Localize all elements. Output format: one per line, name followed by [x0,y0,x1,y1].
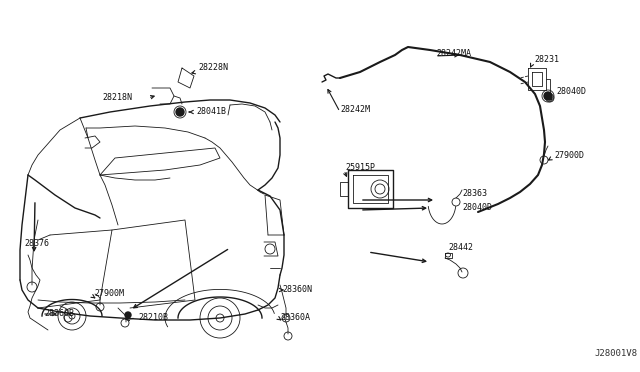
Circle shape [548,96,552,100]
Text: 28360A: 28360A [280,314,310,323]
Text: 28231: 28231 [534,55,559,64]
Text: 28360B: 28360B [44,310,74,318]
Circle shape [544,92,552,100]
Text: 28442: 28442 [448,244,473,253]
Text: 28360N: 28360N [282,285,312,295]
Text: 28040D: 28040D [556,87,586,96]
Text: 28242M: 28242M [340,106,370,115]
Circle shape [176,108,184,116]
Text: 28218N: 28218N [102,93,132,103]
Text: 28363: 28363 [462,189,487,199]
Text: 27900M: 27900M [94,289,124,298]
Text: 28041B: 28041B [196,108,226,116]
Text: 27900D: 27900D [554,151,584,160]
Text: 28210B: 28210B [138,314,168,323]
Text: J28001V8: J28001V8 [594,349,637,358]
Text: 28228N: 28228N [198,64,228,73]
Text: 28376: 28376 [24,240,49,248]
Text: 25915P: 25915P [345,164,375,173]
Text: 28242MA: 28242MA [436,49,471,58]
Text: 28040D: 28040D [462,203,492,212]
Circle shape [125,312,131,318]
